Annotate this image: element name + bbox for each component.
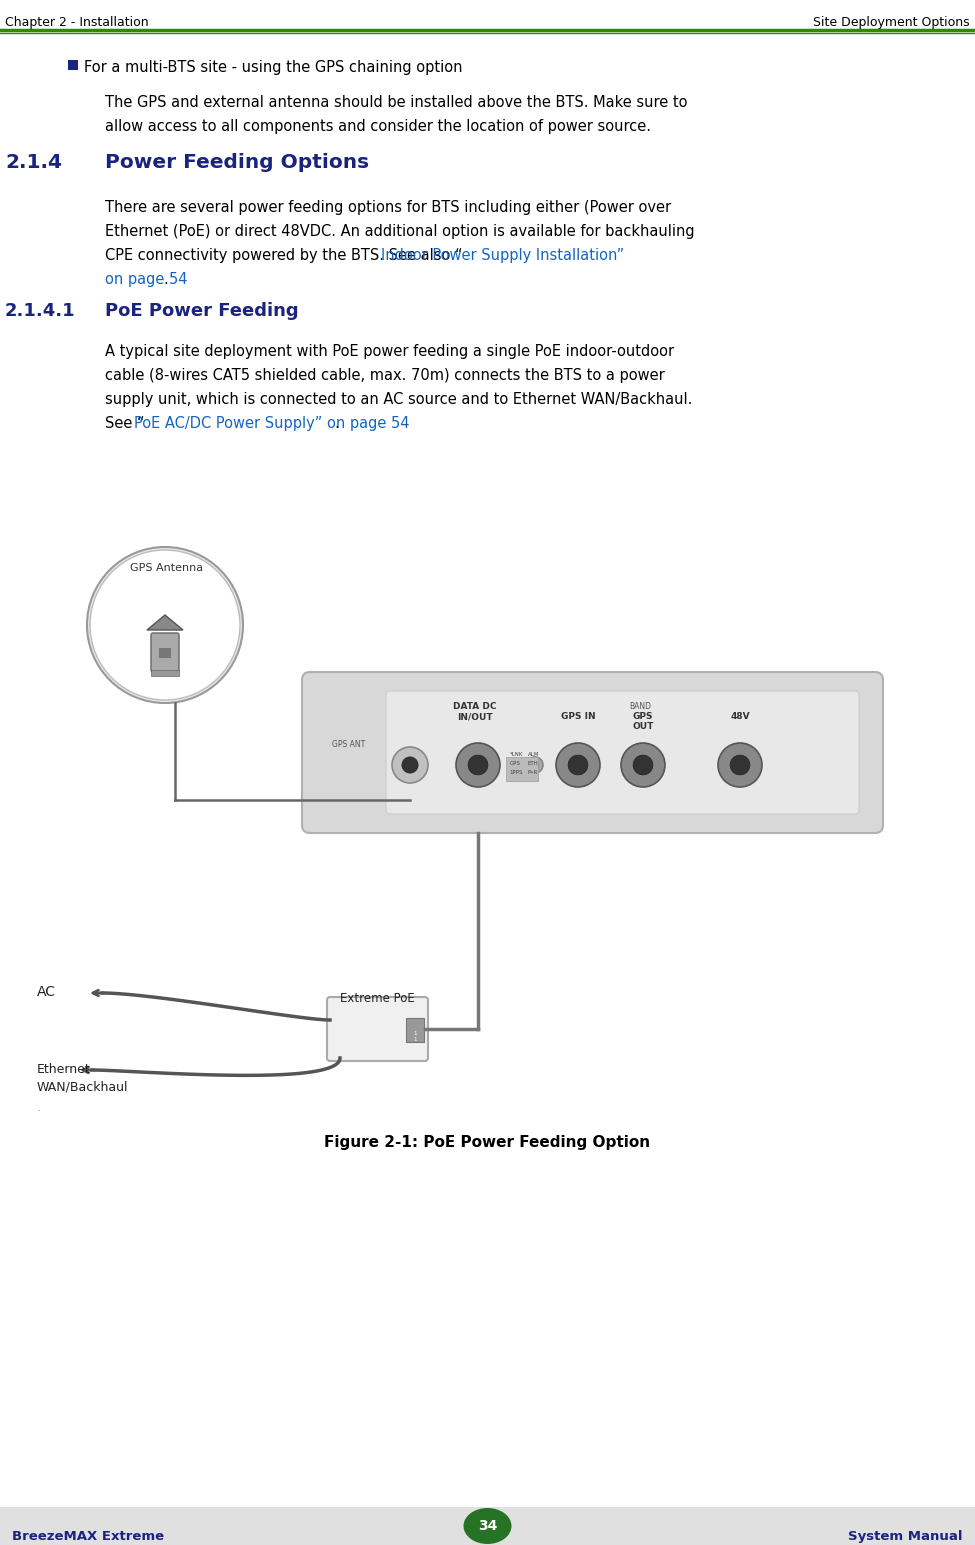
Text: allow access to all components and consider the location of power source.: allow access to all components and consi…	[105, 119, 651, 134]
Text: Indoor Power Supply Installation”: Indoor Power Supply Installation”	[381, 249, 625, 263]
Text: System Manual: System Manual	[848, 1530, 963, 1543]
FancyBboxPatch shape	[386, 691, 859, 814]
Text: on page 54: on page 54	[105, 272, 187, 287]
Text: P•R: P•R	[528, 769, 538, 776]
Circle shape	[527, 757, 543, 772]
Text: 2.1.4.1: 2.1.4.1	[5, 301, 76, 320]
Text: CPE connectivity powered by the BTS. See also “: CPE connectivity powered by the BTS. See…	[105, 249, 462, 263]
Text: For a multi-BTS site - using the GPS chaining option: For a multi-BTS site - using the GPS cha…	[84, 60, 462, 76]
Text: WAN/Backhaul: WAN/Backhaul	[37, 1082, 129, 1094]
Polygon shape	[147, 615, 183, 630]
Circle shape	[531, 762, 538, 768]
Text: .: .	[164, 272, 169, 287]
Text: PoE Power Feeding: PoE Power Feeding	[105, 301, 298, 320]
Circle shape	[730, 756, 750, 776]
Text: cable (8-wires CAT5 shielded cable, max. 70m) connects the BTS to a power: cable (8-wires CAT5 shielded cable, max.…	[105, 368, 665, 383]
Circle shape	[556, 743, 600, 786]
Circle shape	[633, 756, 653, 776]
FancyBboxPatch shape	[151, 671, 179, 677]
FancyBboxPatch shape	[151, 633, 179, 672]
Text: GPS Antenna: GPS Antenna	[130, 562, 203, 573]
FancyBboxPatch shape	[302, 672, 883, 833]
Text: Extreme PoE: Extreme PoE	[340, 992, 415, 1004]
Text: ALM: ALM	[528, 752, 539, 757]
Circle shape	[468, 756, 488, 776]
FancyBboxPatch shape	[0, 1506, 975, 1545]
Text: .: .	[334, 416, 339, 431]
Text: Site Deployment Options: Site Deployment Options	[813, 15, 970, 29]
Text: AC: AC	[37, 986, 56, 1000]
Text: GPS: GPS	[510, 762, 521, 766]
Text: Figure 2-1: PoE Power Feeding Option: Figure 2-1: PoE Power Feeding Option	[325, 1136, 650, 1149]
Text: supply unit, which is connected to an AC source and to Ethernet WAN/Backhaul.: supply unit, which is connected to an AC…	[105, 392, 692, 406]
Text: 2.1.4: 2.1.4	[5, 153, 62, 171]
Circle shape	[568, 756, 588, 776]
Text: ETH: ETH	[528, 762, 539, 766]
Text: BAND: BAND	[629, 701, 651, 711]
Text: Ethernet (PoE) or direct 48VDC. An additional option is available for backhaulin: Ethernet (PoE) or direct 48VDC. An addit…	[105, 224, 694, 239]
Text: See “: See “	[105, 416, 144, 431]
Text: *LNK: *LNK	[510, 752, 524, 757]
Text: The GPS and external antenna should be installed above the BTS. Make sure to: The GPS and external antenna should be i…	[105, 94, 687, 110]
Text: There are several power feeding options for BTS including either (Power over: There are several power feeding options …	[105, 199, 671, 215]
Text: A typical site deployment with PoE power feeding a single PoE indoor-outdoor: A typical site deployment with PoE power…	[105, 345, 674, 358]
Text: Power Feeding Options: Power Feeding Options	[105, 153, 370, 171]
Circle shape	[621, 743, 665, 786]
Circle shape	[402, 757, 418, 772]
Circle shape	[456, 743, 500, 786]
Text: 48V: 48V	[730, 712, 750, 722]
FancyBboxPatch shape	[406, 1018, 424, 1041]
Text: BreezeMAX Extreme: BreezeMAX Extreme	[12, 1530, 164, 1543]
Circle shape	[392, 746, 428, 783]
Text: 1
1: 1 1	[413, 1031, 416, 1041]
FancyBboxPatch shape	[327, 997, 428, 1061]
Text: Ethernet: Ethernet	[37, 1063, 91, 1075]
Text: GPS ANT: GPS ANT	[332, 740, 366, 749]
Text: 1PPS: 1PPS	[509, 769, 523, 776]
Circle shape	[718, 743, 762, 786]
Text: PoE AC/DC Power Supply” on page 54: PoE AC/DC Power Supply” on page 54	[135, 416, 410, 431]
Ellipse shape	[463, 1508, 512, 1543]
Text: .: .	[37, 1102, 41, 1114]
Text: DATA DC
IN/OUT: DATA DC IN/OUT	[453, 701, 496, 722]
FancyBboxPatch shape	[159, 647, 171, 658]
FancyBboxPatch shape	[506, 757, 538, 782]
Text: GPS
OUT: GPS OUT	[633, 712, 653, 731]
Text: GPS IN: GPS IN	[561, 712, 596, 722]
Text: Chapter 2 - Installation: Chapter 2 - Installation	[5, 15, 148, 29]
Text: 34: 34	[478, 1519, 497, 1533]
FancyBboxPatch shape	[68, 60, 78, 70]
Circle shape	[87, 547, 243, 703]
Circle shape	[90, 550, 240, 700]
